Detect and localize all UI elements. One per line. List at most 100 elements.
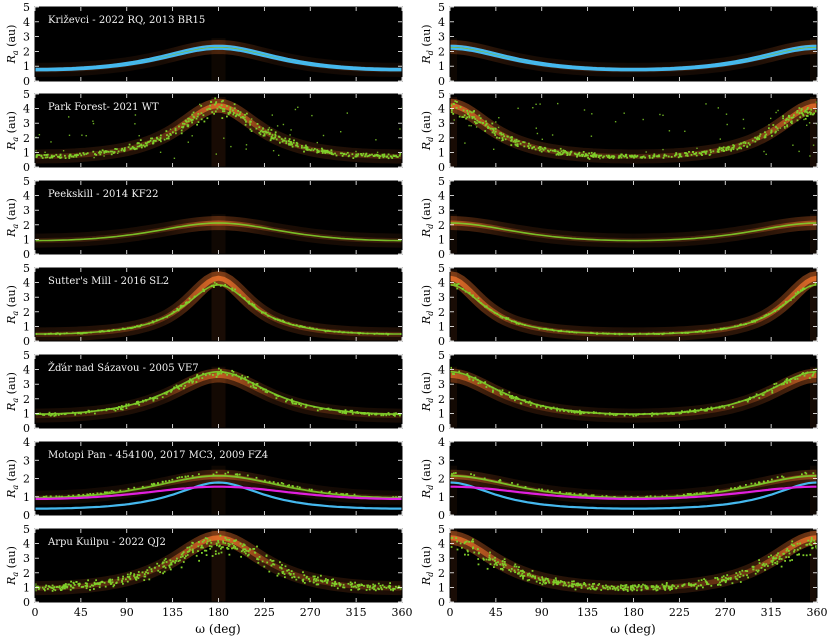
density-smear <box>450 465 457 515</box>
clone-point <box>580 587 583 589</box>
y-tick-label: 4 <box>23 16 30 29</box>
clone-point <box>303 582 306 584</box>
clone-point <box>792 296 795 299</box>
clone-point <box>623 414 626 417</box>
clone-point <box>696 331 699 333</box>
clone-point <box>646 587 649 590</box>
y-tick-label: 4 <box>438 16 445 29</box>
clone-point <box>350 585 353 588</box>
y-tick-label: 4 <box>23 436 30 449</box>
clone-point <box>313 406 316 408</box>
clone-point <box>615 414 617 417</box>
clone-point <box>41 413 44 416</box>
clone-point <box>305 148 308 151</box>
clone-point <box>137 577 140 580</box>
clone-point <box>742 141 745 144</box>
clone-point <box>568 584 571 587</box>
y-tick-label: 2 <box>23 219 30 232</box>
clone-point <box>254 306 257 309</box>
clone-point <box>721 147 723 150</box>
clone-point <box>169 133 172 135</box>
clone-point <box>540 150 543 153</box>
clone-point <box>168 566 171 569</box>
clone-point <box>56 332 59 335</box>
clone-point <box>345 493 348 496</box>
clone-point <box>777 552 779 555</box>
clone-point <box>85 331 88 334</box>
clone-point <box>154 139 157 142</box>
clone-point <box>608 156 611 159</box>
clone-point <box>143 579 146 581</box>
y-tick-label: 5 <box>438 88 445 101</box>
clone-point <box>84 332 87 334</box>
clone-point <box>658 333 660 335</box>
clone-point <box>133 326 136 329</box>
clone-point <box>127 146 130 149</box>
clone-point <box>542 149 545 151</box>
clone-point <box>559 147 562 150</box>
density-smear <box>450 269 457 341</box>
clone-point <box>224 542 227 545</box>
clone-point <box>339 583 342 586</box>
clone-point <box>762 394 765 396</box>
clone-point <box>235 373 238 376</box>
clone-point <box>752 566 755 568</box>
clone-point <box>655 586 658 589</box>
clone-point <box>241 374 244 377</box>
clone-point <box>485 122 488 125</box>
outlier-point <box>777 109 779 112</box>
clone-point <box>688 410 691 413</box>
clone-point <box>548 150 550 153</box>
clone-point <box>244 123 247 126</box>
outlier-point <box>779 127 782 129</box>
clone-point <box>312 575 315 578</box>
clone-point <box>806 543 808 546</box>
clone-point <box>52 155 54 158</box>
clone-point <box>789 380 792 383</box>
clone-point <box>266 391 268 394</box>
clone-point <box>774 562 777 564</box>
clone-point <box>471 295 474 298</box>
clone-point <box>733 144 736 147</box>
clone-point <box>333 582 336 585</box>
clone-point <box>69 588 72 591</box>
clone-point <box>400 333 402 335</box>
clone-point <box>74 412 77 415</box>
clone-point <box>636 155 639 157</box>
outlier-point <box>81 134 83 136</box>
clone-point <box>145 571 147 573</box>
clone-point <box>571 331 573 333</box>
clone-point <box>494 562 497 565</box>
clone-point <box>785 549 788 552</box>
clone-point <box>274 136 276 139</box>
clone-point <box>715 490 718 492</box>
clone-point <box>658 587 661 590</box>
clone-point <box>499 479 501 481</box>
clone-point <box>624 584 626 587</box>
clone-point <box>213 112 215 115</box>
clone-point <box>739 142 742 145</box>
clone-point <box>484 305 486 308</box>
clone-point <box>724 581 727 584</box>
clone-point <box>581 155 584 157</box>
clone-point <box>75 154 77 156</box>
clone-point <box>566 154 569 156</box>
clone-point <box>799 116 802 119</box>
clone-point <box>688 582 690 585</box>
clone-point <box>334 152 336 155</box>
clone-point <box>725 579 727 582</box>
clone-point <box>64 583 67 586</box>
y-tick-label: 1 <box>438 233 445 246</box>
clone-point <box>815 110 817 112</box>
clone-point <box>346 151 349 154</box>
clone-point <box>258 132 261 134</box>
clone-point <box>326 151 329 154</box>
clone-point <box>303 574 306 577</box>
clone-point <box>99 150 101 153</box>
clone-point <box>796 377 799 380</box>
clone-point <box>686 155 689 157</box>
clone-point <box>107 580 110 583</box>
clone-point <box>338 409 340 412</box>
clone-point <box>722 148 725 151</box>
clone-point <box>331 582 334 585</box>
